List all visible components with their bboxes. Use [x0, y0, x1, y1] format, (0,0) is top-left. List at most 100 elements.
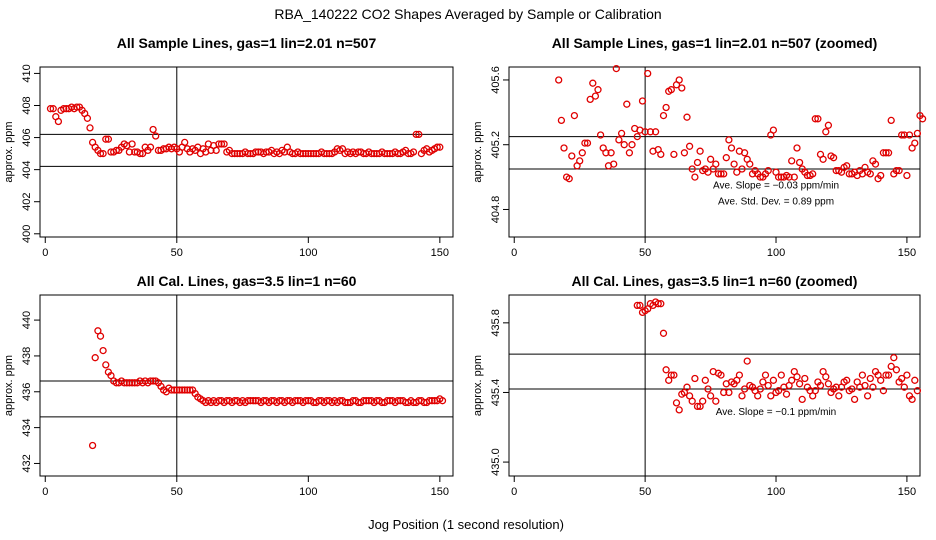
data-point: [146, 143, 155, 151]
data-point: [699, 397, 707, 405]
data-point: [380, 149, 389, 158]
data-point: [911, 139, 919, 147]
data-point: [809, 170, 817, 178]
data-point: [212, 146, 220, 155]
data-point: [578, 149, 586, 157]
data-point: [712, 160, 720, 168]
data-point: [903, 171, 911, 180]
data-point: [651, 128, 660, 136]
data-point: [409, 148, 418, 156]
y-tick-label: 438: [21, 347, 33, 365]
data-point: [900, 383, 908, 391]
data-point: [764, 166, 772, 175]
data-point: [596, 131, 605, 139]
data-point: [246, 397, 255, 405]
data-point: [181, 386, 189, 394]
data-point: [394, 397, 402, 405]
data-point: [99, 346, 107, 355]
data-point: [871, 160, 880, 168]
data-point: [861, 381, 869, 390]
data-point: [887, 116, 895, 125]
data-point: [662, 103, 670, 112]
data-point: [436, 143, 444, 151]
data-point: [735, 371, 744, 379]
data-point: [761, 371, 770, 379]
data-point: [767, 392, 775, 400]
data-point: [696, 147, 704, 155]
data-point: [633, 301, 641, 310]
data-point: [96, 149, 105, 158]
data-point: [636, 301, 644, 310]
data-point: [146, 377, 155, 385]
data-point: [756, 385, 764, 393]
data-point: [112, 146, 120, 155]
data-point: [688, 397, 696, 405]
data-point: [801, 374, 809, 383]
data-point: [895, 166, 903, 175]
data-point: [104, 135, 113, 143]
data-point: [727, 144, 736, 152]
x-tick-label: 50: [171, 486, 183, 498]
data-point: [887, 362, 895, 371]
data-point: [670, 150, 678, 159]
data-point: [706, 392, 715, 400]
data-point: [675, 76, 683, 84]
data-point: [252, 148, 260, 156]
y-tick-label: 436: [21, 383, 33, 401]
data-point: [756, 173, 764, 181]
data-point: [785, 173, 793, 181]
data-point: [754, 392, 762, 400]
y-axis-label: approx. ppm: [3, 121, 15, 182]
data-point: [610, 160, 618, 168]
data-point: [863, 392, 872, 400]
data-point: [829, 154, 838, 162]
data-point: [877, 171, 885, 180]
x-tick-label: 0: [511, 247, 517, 259]
data-point: [633, 132, 641, 141]
data-point: [882, 149, 890, 157]
data-point: [675, 406, 683, 414]
data-point: [46, 105, 55, 113]
y-tick-label: 400: [21, 225, 33, 243]
data-point: [102, 361, 110, 369]
data-point: [913, 387, 922, 395]
stat-annotation: Ave. Std. Dev. = 0.89 ppm: [718, 197, 834, 208]
data-point: [149, 125, 157, 134]
data-point: [170, 386, 178, 394]
data-point: [691, 173, 699, 181]
data-point: [589, 79, 597, 87]
data-point: [54, 117, 63, 126]
data-point: [244, 149, 252, 158]
data-point: [667, 86, 675, 94]
plot-frame: [39, 66, 454, 238]
stat-annotation: Ave. Slope = −0.1 ppm/min: [716, 407, 836, 418]
data-point: [415, 130, 423, 139]
figure-title: RBA_140222 CO2 Shapes Averaged by Sample…: [274, 6, 661, 22]
data-point: [383, 397, 391, 405]
data-point: [644, 69, 652, 78]
x-tick-label: 100: [767, 486, 785, 498]
x-tick-label: 150: [898, 247, 916, 259]
data-point: [302, 397, 310, 405]
data-point: [903, 371, 911, 379]
data-point: [835, 392, 843, 400]
data-point: [617, 129, 626, 138]
data-point: [879, 149, 888, 157]
panel-title: All Cal. Lines, gas=3.5 lin=1 n=60: [137, 273, 357, 289]
data-point: [672, 399, 681, 407]
panel-sample-lines-zoomed: All Sample Lines, gas=1 lin=2.01 n=507 (…: [472, 35, 927, 259]
data-point: [793, 373, 801, 381]
data-point: [738, 392, 746, 400]
data-point: [720, 170, 728, 178]
shared-x-axis-label: Jog Position (1 second resolution): [368, 517, 564, 532]
data-point: [309, 149, 318, 158]
data-point: [790, 173, 798, 181]
data-point: [740, 149, 749, 157]
data-point: [717, 170, 725, 178]
data-point: [712, 397, 720, 405]
data-point: [788, 376, 796, 384]
panel-title: All Sample Lines, gas=1 lin=2.01 n=507: [117, 35, 377, 51]
data-point: [832, 383, 840, 391]
data-point: [670, 371, 678, 379]
x-tick-label: 150: [898, 486, 916, 498]
